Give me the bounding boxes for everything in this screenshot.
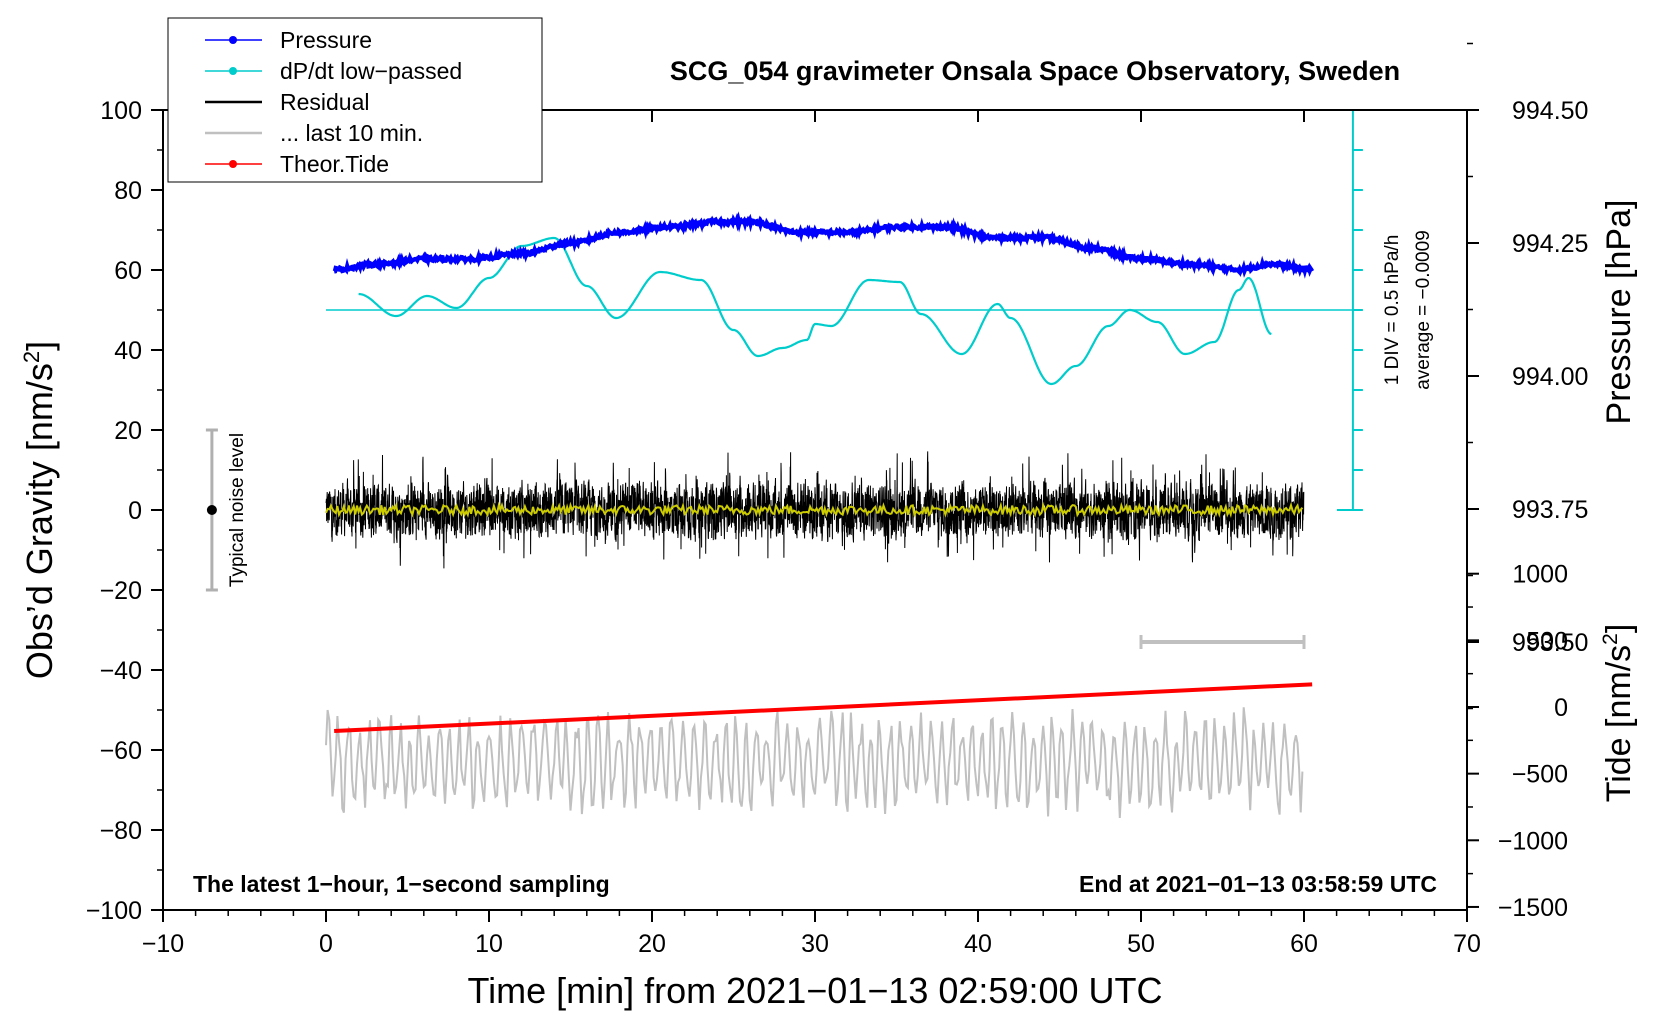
pressure-line	[332, 211, 1315, 279]
legend-label: ... last 10 min.	[280, 120, 423, 146]
legend-label: Theor.Tide	[280, 151, 389, 177]
axes-layer: −10 0 10 20 30 40 50 60 70100806040200−20−40−60−…	[86, 42, 1588, 958]
tide-tick-label: 500	[1526, 627, 1568, 655]
y-tick-label: 20	[114, 417, 142, 445]
x-tick-label: 10	[475, 930, 503, 958]
legend-marker	[229, 67, 237, 75]
tide-axis-label-close: ]	[1600, 624, 1638, 633]
x-tick-label: 60	[1290, 930, 1318, 958]
legend: Pressure dP/dt low−passed Residual ... last…	[167, 17, 543, 183]
x-axis-label: Time [min] from 2021−01−13 02:59:00 UTC	[467, 970, 1162, 1011]
tide-tick-label: −1000	[1498, 827, 1568, 855]
y-axis-label-left-close: ]	[19, 341, 60, 351]
tide-axis-label-main: Tide [nm/s	[1600, 645, 1638, 802]
y-tick-label: 0	[128, 497, 142, 525]
y-tick-label: −60	[100, 737, 142, 765]
noise-level-label: Typical noise level	[227, 433, 248, 587]
dpdt-scale-label: 1 DIV = 0.5 hPa/h	[1382, 235, 1403, 386]
x-tick-label: 20	[638, 930, 666, 958]
annotation-bottom-right: End at 2021−01−13 03:58:59 UTC	[1079, 871, 1437, 897]
y-tick-label: 80	[114, 177, 142, 205]
x-tick-label: 40	[964, 930, 992, 958]
y-tick-label: 40	[114, 337, 142, 365]
tide-tick-label: −1500	[1498, 894, 1568, 922]
legend-marker	[229, 160, 237, 168]
chart-title: SCG_054 gravimeter Onsala Space Observat…	[670, 56, 1400, 86]
y-axis-label-left-sup: 2	[19, 351, 44, 363]
x-tick-label: 30	[801, 930, 829, 958]
pressure-axis-label: Pressure [hPa]	[1600, 200, 1638, 425]
pressure-tick-label: 994.50	[1512, 97, 1588, 125]
pressure-tick-label: 994.00	[1512, 363, 1588, 391]
plot-frame	[162, 109, 1468, 911]
y-axis-label-left: Obs’d Gravity [nm/s2]	[19, 341, 60, 679]
legend-marker	[229, 36, 237, 44]
pressure-tick-label: 993.75	[1512, 496, 1588, 524]
tide-tick-label: 1000	[1512, 561, 1568, 589]
x-tick-label: −10	[142, 930, 184, 958]
y-axis-label-left-main: Obs’d Gravity [nm/s	[19, 363, 60, 679]
noise-level-dot	[206, 505, 217, 515]
series-layer	[205, 109, 1363, 818]
pressure-tick-label: 993.50	[1512, 629, 1588, 657]
pressure-tick-label: 994.25	[1512, 230, 1588, 258]
y-tick-label: −40	[100, 657, 142, 685]
x-tick-label: 50	[1127, 930, 1155, 958]
theor-tide-line	[334, 682, 1313, 733]
legend-label: Residual	[280, 89, 370, 115]
x-tick-label: 0	[319, 930, 333, 958]
y-tick-label: 100	[100, 97, 142, 125]
y-tick-label: −20	[100, 577, 142, 605]
tide-axis-label-sup: 2	[1599, 633, 1622, 645]
y-tick-label: −80	[100, 817, 142, 845]
y-tick-label: −100	[86, 897, 142, 925]
y-tick-label: 60	[114, 257, 142, 285]
tide-tick-label: −500	[1512, 761, 1568, 789]
dpdt-average-label: average = −0.0009	[1413, 230, 1434, 390]
annotation-bottom-left: The latest 1−hour, 1−second sampling	[193, 871, 610, 897]
last-10-min-line	[325, 707, 1304, 818]
legend-label: dP/dt low−passed	[280, 58, 462, 84]
residual-smoothed-line	[325, 501, 1304, 518]
legend-box	[167, 17, 543, 183]
tide-axis-label: Tide [nm/s2]	[1599, 624, 1638, 803]
legend-label: Pressure	[280, 27, 372, 53]
x-tick-label: 70	[1453, 930, 1481, 958]
legend-entries: Pressure dP/dt low−passed Residual ... last…	[205, 27, 462, 177]
tide-tick-label: 0	[1554, 694, 1568, 722]
